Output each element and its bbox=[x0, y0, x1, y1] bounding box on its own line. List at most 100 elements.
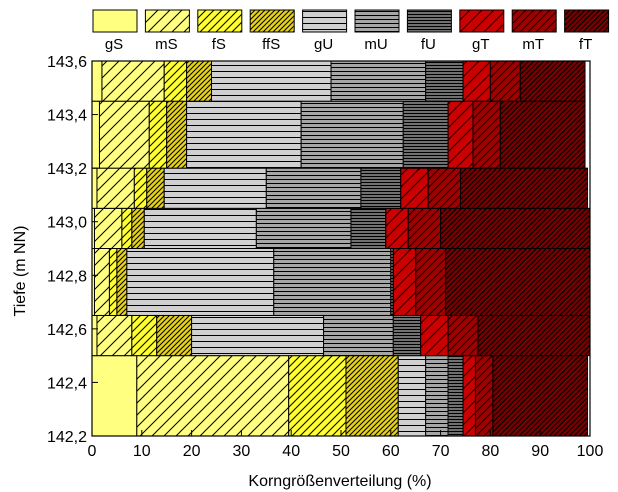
legend-swatch-gS bbox=[92, 9, 138, 33]
legend-swatch-mS bbox=[144, 9, 190, 33]
segment-gS-layer-0 bbox=[92, 355, 138, 436]
segment-fT-layer-4 bbox=[460, 167, 589, 209]
segment-fU-layer-1 bbox=[392, 314, 422, 357]
segment-gS-layer-6 bbox=[92, 61, 103, 102]
y-tick-label: 142,6 bbox=[47, 322, 87, 339]
legend-label-gS: gS bbox=[105, 36, 123, 53]
x-tick-label: 30 bbox=[233, 443, 251, 460]
segment-fS-layer-1 bbox=[131, 314, 158, 357]
segment-ffS-layer-0 bbox=[345, 355, 399, 436]
x-tick-label: 0 bbox=[88, 443, 97, 460]
plot-area bbox=[92, 61, 590, 436]
segment-mU-layer-3 bbox=[255, 207, 352, 249]
segment-mS-layer-3 bbox=[93, 207, 123, 249]
y-tick-label: 142,4 bbox=[47, 375, 87, 392]
legend-label-fU: fU bbox=[421, 36, 436, 53]
segment-fS-layer-2 bbox=[108, 248, 118, 316]
segment-gS-layer-1 bbox=[92, 314, 98, 357]
segment-mU-layer-2 bbox=[273, 248, 392, 316]
segment-mS-layer-6 bbox=[101, 61, 165, 102]
segment-mU-layer-5 bbox=[300, 100, 404, 169]
segment-fT-layer-2 bbox=[445, 248, 590, 316]
segment-mS-layer-4 bbox=[96, 167, 135, 209]
segment-fS-layer-5 bbox=[148, 100, 168, 169]
segment-gT-layer-0 bbox=[462, 355, 476, 436]
segment-fS-layer-4 bbox=[133, 167, 148, 209]
segment-gU-layer-1 bbox=[191, 314, 325, 357]
legend-label-ffS: ffS bbox=[262, 36, 280, 53]
segment-ffS-layer-2 bbox=[116, 248, 128, 316]
y-axis-title: Tiefe (m NN) bbox=[12, 226, 29, 317]
y-tick-label: 143,0 bbox=[47, 215, 87, 232]
x-tick-label: 90 bbox=[531, 443, 549, 460]
segment-fU-layer-3 bbox=[350, 207, 387, 249]
axes: 0 10 20 30 40 50 60 70 80 90 100 142,2 142,4 142,6 142… bbox=[47, 54, 603, 460]
segment-ffS-layer-5 bbox=[166, 100, 188, 169]
legend-swatch-ffS bbox=[249, 9, 295, 33]
segment-mU-layer-0 bbox=[425, 355, 449, 436]
segment-mT-layer-4 bbox=[427, 167, 462, 209]
segment-gU-layer-5 bbox=[186, 100, 302, 169]
legend-label-mU: mU bbox=[364, 36, 387, 53]
x-axis-title: Korngrößenverteilung (%) bbox=[248, 473, 431, 490]
segment-mS-layer-1 bbox=[96, 314, 133, 357]
segment-gS-layer-4 bbox=[92, 167, 98, 209]
segment-fU-layer-0 bbox=[447, 355, 464, 436]
legend-swatch-mU bbox=[354, 9, 400, 33]
x-tick-label: 80 bbox=[482, 443, 500, 460]
x-tick-label: 20 bbox=[183, 443, 201, 460]
x-tick-label: 60 bbox=[382, 443, 400, 460]
segment-fT-layer-3 bbox=[440, 207, 590, 249]
segment-gU-layer-0 bbox=[397, 355, 427, 436]
segment-gT-layer-2 bbox=[392, 248, 417, 316]
segment-mT-layer-1 bbox=[447, 314, 479, 357]
segment-mU-layer-4 bbox=[265, 167, 362, 209]
segment-mU-layer-6 bbox=[330, 61, 427, 102]
legend-swatch-fU bbox=[406, 9, 452, 33]
segment-gU-layer-4 bbox=[163, 167, 267, 209]
y-tick-label: 142,8 bbox=[47, 268, 87, 285]
segment-mT-layer-5 bbox=[472, 100, 501, 169]
segment-mU-layer-1 bbox=[323, 314, 394, 357]
segment-ffS-layer-4 bbox=[146, 167, 165, 209]
y-tick-label: 143,2 bbox=[47, 161, 87, 178]
segment-gS-layer-5 bbox=[92, 100, 100, 169]
segment-gT-layer-6 bbox=[462, 61, 491, 102]
legend-swatch-fS bbox=[197, 9, 243, 33]
segment-gU-layer-2 bbox=[126, 248, 275, 316]
y-tick-label: 143,4 bbox=[47, 108, 87, 125]
legend-swatch-gU bbox=[302, 9, 348, 33]
x-tick-label: 40 bbox=[282, 443, 300, 460]
segment-fS-layer-0 bbox=[288, 355, 347, 436]
x-tick-label: 50 bbox=[332, 443, 350, 460]
segment-mS-layer-0 bbox=[136, 355, 290, 436]
segment-fT-layer-0 bbox=[492, 355, 589, 436]
legend-swatch-fT bbox=[564, 9, 610, 33]
segment-ffS-layer-3 bbox=[131, 207, 145, 249]
segment-fS-layer-3 bbox=[121, 207, 133, 249]
segment-fT-layer-5 bbox=[499, 100, 586, 169]
segment-fT-layer-1 bbox=[477, 314, 590, 357]
segment-fU-layer-5 bbox=[402, 100, 449, 169]
segment-ffS-layer-6 bbox=[186, 61, 213, 102]
segment-mT-layer-6 bbox=[489, 61, 521, 102]
segment-mT-layer-2 bbox=[415, 248, 447, 316]
legend-swatch-mT bbox=[511, 9, 557, 33]
segment-gT-layer-3 bbox=[385, 207, 409, 249]
legend-label-fS: fS bbox=[212, 36, 226, 53]
x-tick-label: 70 bbox=[432, 443, 450, 460]
segment-mT-layer-0 bbox=[474, 355, 494, 436]
segment-fU-layer-4 bbox=[360, 167, 402, 209]
segment-gT-layer-5 bbox=[447, 100, 474, 169]
legend: gS mS fS ffS gU mU fU gT mT fT bbox=[92, 9, 610, 53]
legend-label-mS: mS bbox=[155, 36, 178, 53]
segment-fU-layer-6 bbox=[425, 61, 464, 102]
x-tick-label: 100 bbox=[577, 443, 604, 460]
legend-label-mT: mT bbox=[522, 36, 544, 53]
legend-label-gU: gU bbox=[314, 36, 333, 53]
segment-gT-layer-1 bbox=[420, 314, 449, 357]
segment-ffS-layer-1 bbox=[156, 314, 193, 357]
y-tick-label: 143,6 bbox=[47, 54, 87, 71]
segment-fT-layer-6 bbox=[519, 61, 586, 102]
